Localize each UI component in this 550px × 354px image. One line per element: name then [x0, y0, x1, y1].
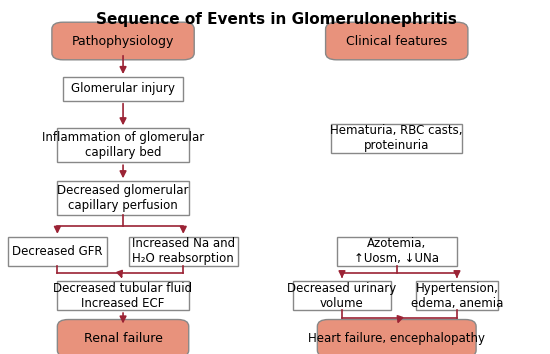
FancyBboxPatch shape: [317, 320, 476, 354]
Text: Pathophysiology: Pathophysiology: [72, 34, 174, 47]
Text: Hypertension,
edema, anemia: Hypertension, edema, anemia: [411, 281, 503, 310]
FancyBboxPatch shape: [331, 124, 463, 153]
FancyBboxPatch shape: [416, 281, 498, 310]
Text: Renal failure: Renal failure: [84, 332, 162, 345]
Text: Azotemia,
↑Uosm, ↓UNa: Azotemia, ↑Uosm, ↓UNa: [354, 237, 439, 265]
Text: Decreased urinary
volume: Decreased urinary volume: [287, 281, 397, 310]
Text: Sequence of Events in Glomerulonephritis: Sequence of Events in Glomerulonephritis: [96, 12, 456, 27]
FancyBboxPatch shape: [57, 281, 189, 310]
FancyBboxPatch shape: [57, 181, 189, 215]
FancyBboxPatch shape: [293, 281, 391, 310]
FancyBboxPatch shape: [337, 237, 457, 266]
FancyBboxPatch shape: [63, 77, 183, 101]
FancyBboxPatch shape: [129, 237, 238, 266]
Text: Clinical features: Clinical features: [346, 34, 447, 47]
FancyBboxPatch shape: [326, 22, 468, 60]
Text: Heart failure, encephalopathy: Heart failure, encephalopathy: [308, 332, 485, 345]
Text: Glomerular injury: Glomerular injury: [71, 82, 175, 95]
Text: Inflammation of glomerular
capillary bed: Inflammation of glomerular capillary bed: [42, 131, 204, 159]
FancyBboxPatch shape: [8, 237, 107, 266]
Text: Hematuria, RBC casts,
proteinuria: Hematuria, RBC casts, proteinuria: [331, 124, 463, 153]
Text: Increased Na and
H₂O reabsorption: Increased Na and H₂O reabsorption: [131, 237, 235, 265]
Text: Decreased glomerular
capillary perfusion: Decreased glomerular capillary perfusion: [57, 184, 189, 212]
FancyBboxPatch shape: [52, 22, 194, 60]
FancyBboxPatch shape: [57, 128, 189, 162]
FancyBboxPatch shape: [57, 320, 189, 354]
Text: Decreased GFR: Decreased GFR: [12, 245, 103, 258]
Text: Decreased tubular fluid
Increased ECF: Decreased tubular fluid Increased ECF: [53, 281, 192, 310]
